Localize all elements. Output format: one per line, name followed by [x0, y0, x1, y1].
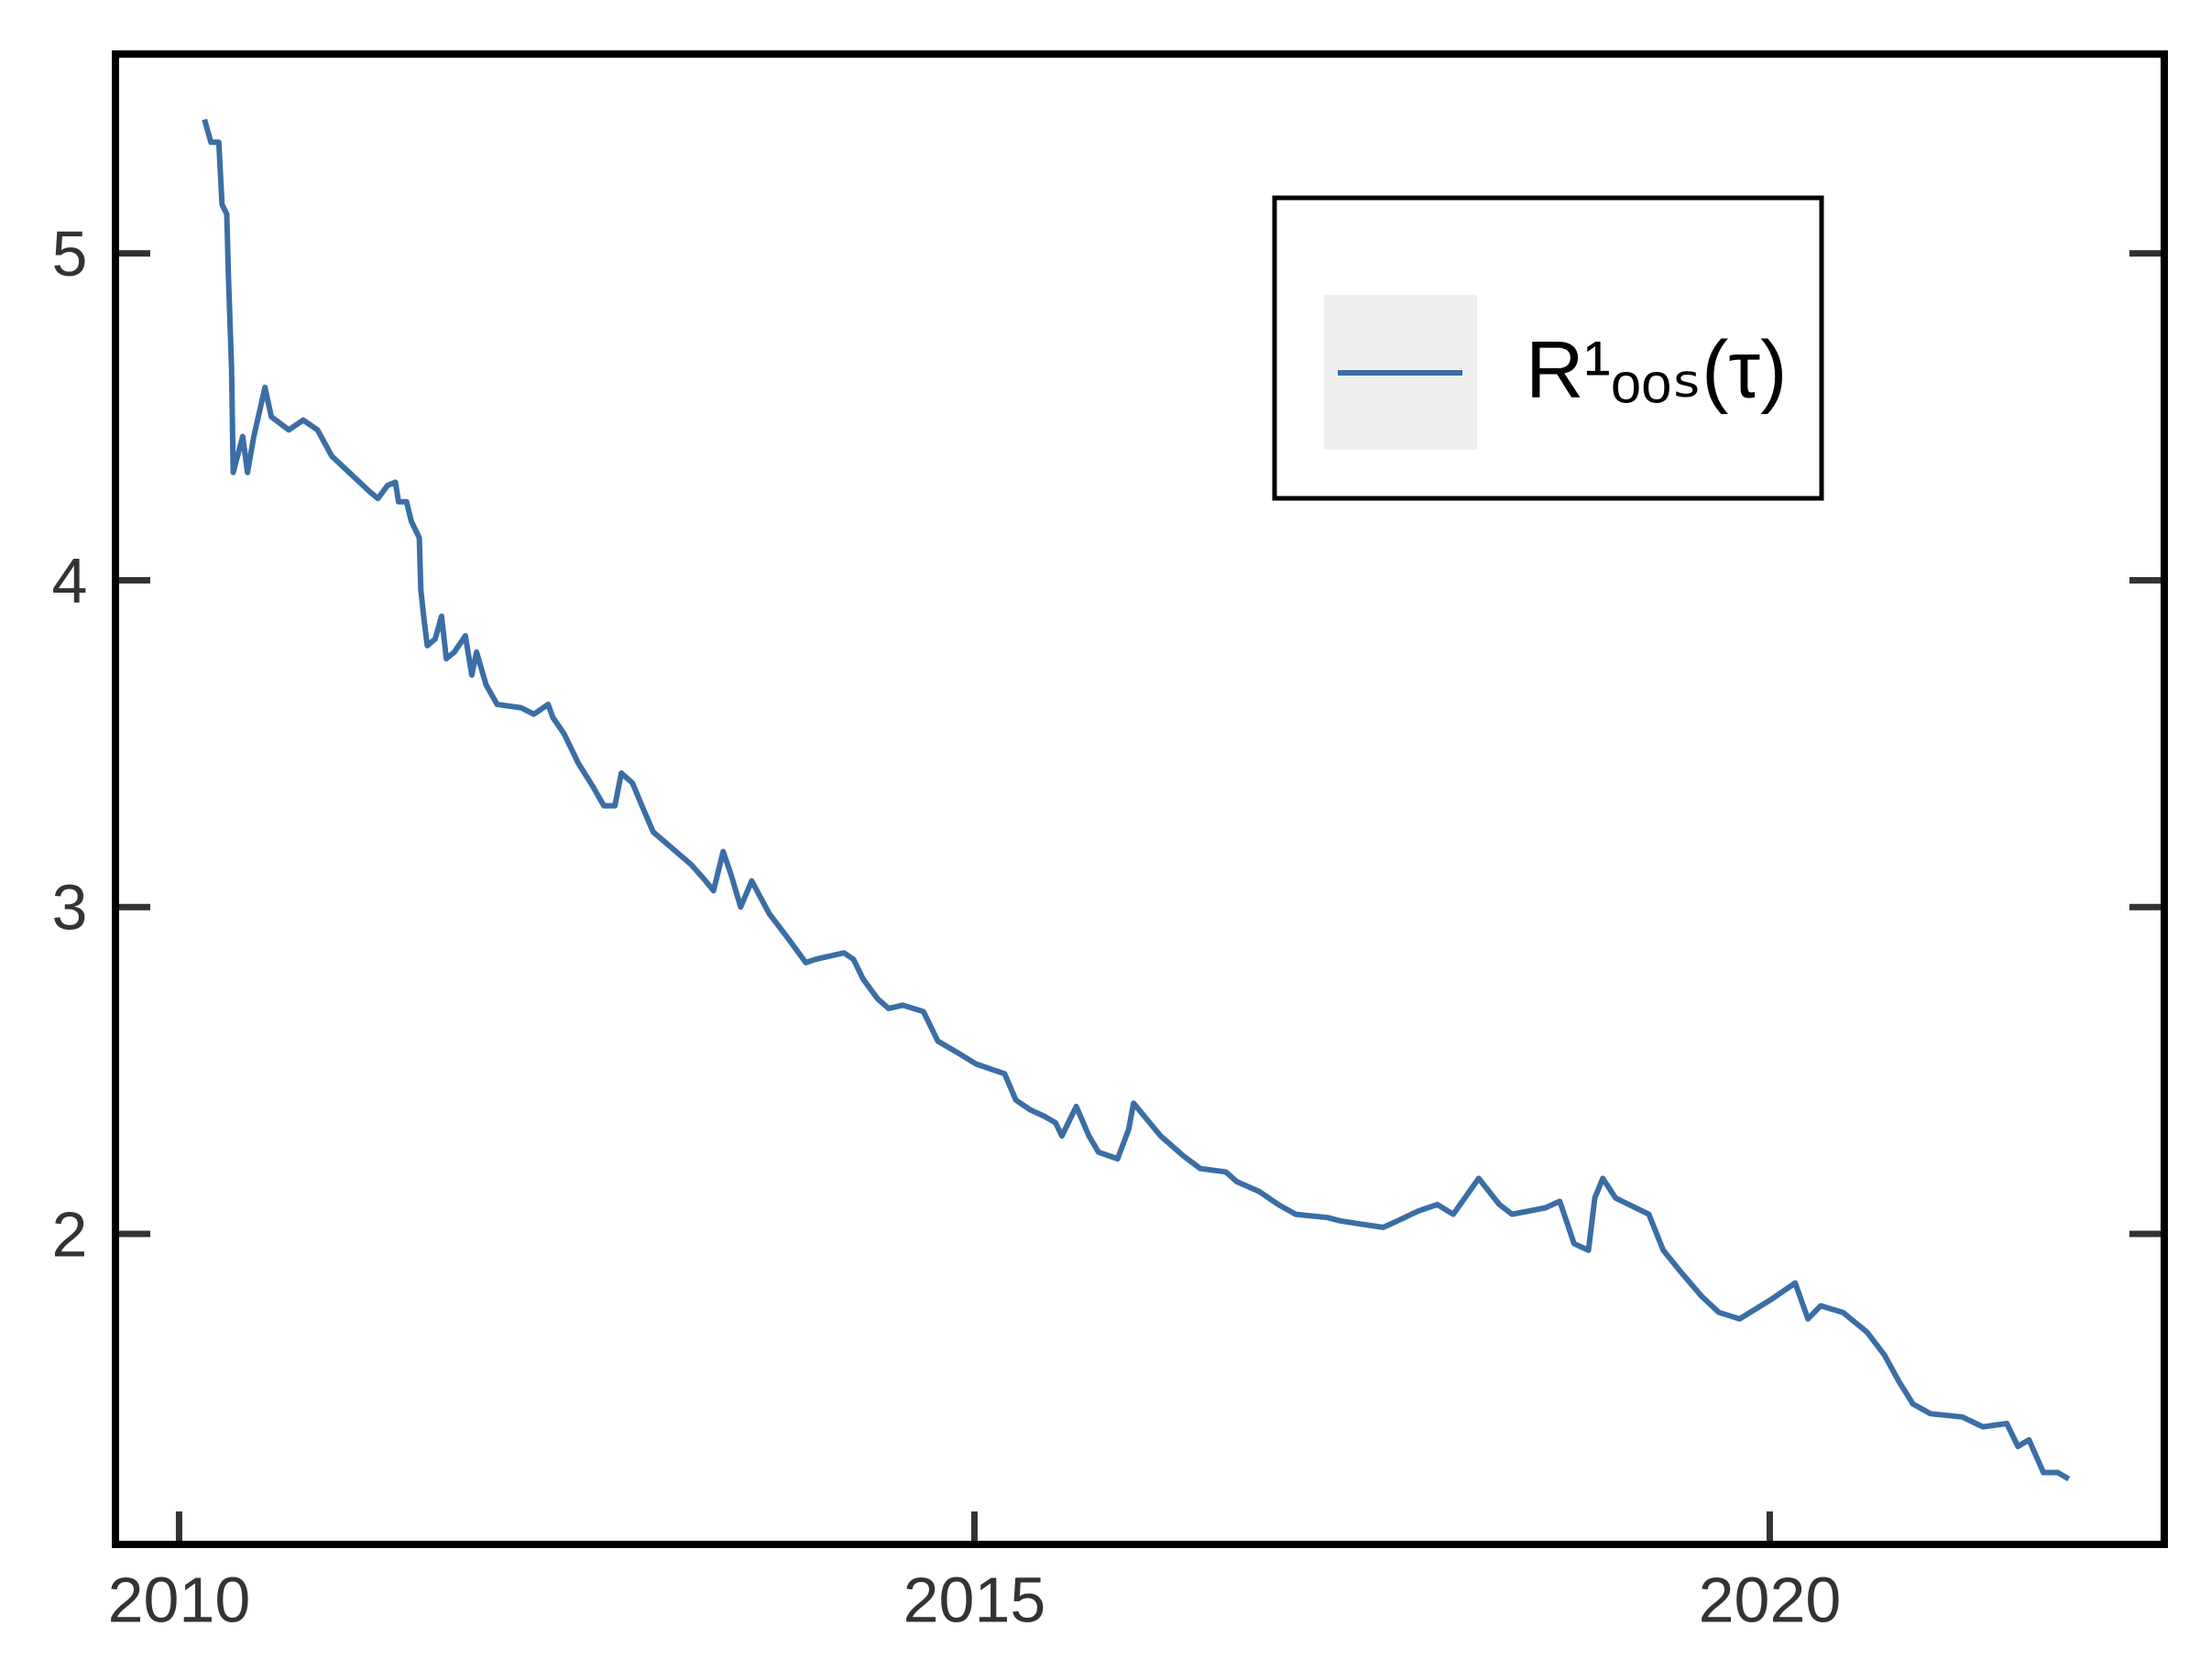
x-tick-label: 2015 — [903, 1564, 1046, 1635]
legend: R¹ₒₒₛ(τ) — [1272, 195, 1824, 501]
x-tick-label: 2020 — [1699, 1564, 1842, 1635]
y-tick-label: 2 — [52, 1199, 88, 1271]
plot-frame — [112, 50, 2168, 1548]
y-tick-label: 5 — [52, 218, 88, 289]
legend-label: R¹ₒₒₛ(τ) — [1526, 323, 1787, 414]
x-tick-label: 2010 — [108, 1564, 251, 1635]
y-tick-label: 4 — [52, 545, 88, 616]
data-line — [202, 118, 2071, 1482]
y-tick-label: 3 — [52, 872, 88, 944]
